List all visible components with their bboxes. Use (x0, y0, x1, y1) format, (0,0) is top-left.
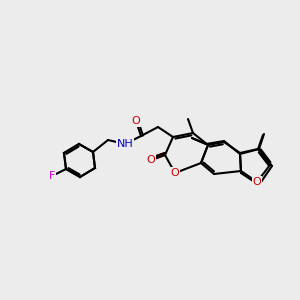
Text: O: O (171, 168, 179, 178)
Text: O: O (253, 177, 261, 187)
Text: NH: NH (117, 139, 134, 149)
Text: F: F (49, 171, 55, 181)
Text: O: O (132, 116, 140, 126)
Text: O: O (147, 155, 155, 165)
